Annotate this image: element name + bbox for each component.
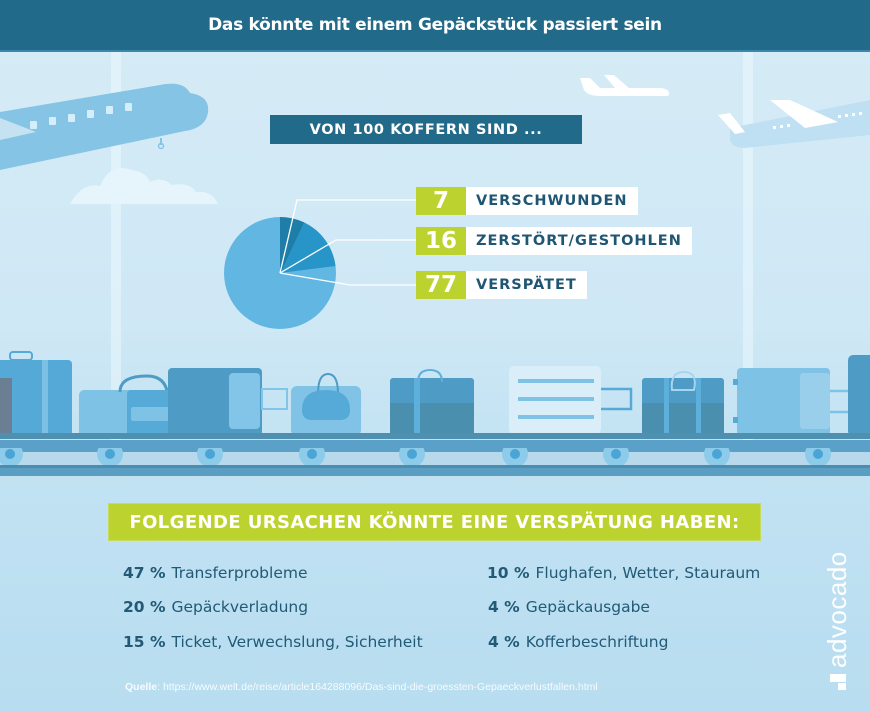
stat-label: VERSCHWUNDEN xyxy=(466,187,638,215)
section-heading-text: FOLGENDE URSACHEN KÖNNTE EINE VERSPÄTUNG… xyxy=(129,511,740,533)
stat-verspaetet: 77 VERSPÄTET xyxy=(416,271,587,299)
stat-value: 7 xyxy=(416,187,466,215)
reason-pct: 4 % xyxy=(488,633,520,651)
reason-text: Transferprobleme xyxy=(171,564,308,582)
section-heading-ursachen: FOLGENDE URSACHEN KÖNNTE EINE VERSPÄTUNG… xyxy=(108,503,761,541)
reason-pct: 20 % xyxy=(123,598,166,616)
stat-value: 16 xyxy=(416,227,466,255)
stat-label: ZERSTÖRT/GESTOHLEN xyxy=(466,227,692,255)
airplane-large-icon xyxy=(0,83,209,170)
reason-text: Gepäckverladung xyxy=(171,598,309,616)
source-url[interactable]: : https://www.welt.de/reise/article16428… xyxy=(157,681,598,693)
reason-item: 10 % Flughafen, Wetter, Stauraum xyxy=(487,564,760,582)
reason-item: 4 % Gepäckausgabe xyxy=(488,598,650,616)
advocado-logo: advocado xyxy=(822,551,853,690)
reason-text: Kofferbeschriftung xyxy=(525,633,669,651)
reason-text: Flughafen, Wetter, Stauraum xyxy=(535,564,761,582)
stat-verschwunden: 7 VERSCHWUNDEN xyxy=(416,187,638,215)
reason-item: 20 % Gepäckverladung xyxy=(123,598,308,616)
reason-pct: 47 % xyxy=(123,564,166,582)
pie-slice-zerstoert xyxy=(280,222,336,273)
logo-mark-icon xyxy=(829,674,846,690)
section-heading-text: VON 100 KOFFERN SIND ... xyxy=(309,121,543,138)
window-pillar xyxy=(743,52,753,472)
stat-label: VERSPÄTET xyxy=(466,271,587,299)
reason-text: Ticket, Verwechslung, Sicherheit xyxy=(171,633,423,651)
pie-chart xyxy=(224,199,416,329)
reason-pct: 10 % xyxy=(487,564,530,582)
reason-text: Gepäckausgabe xyxy=(525,598,650,616)
reason-item: 15 % Ticket, Verwechslung, Sicherheit xyxy=(123,633,423,651)
airplane-right-icon xyxy=(718,100,870,148)
reason-pct: 15 % xyxy=(123,633,166,651)
source-label: Quelle xyxy=(125,681,158,693)
title-bar: Das könnte mit einem Gepäckstück passier… xyxy=(0,0,870,52)
cloud-icon xyxy=(70,168,218,204)
page-title: Das könnte mit einem Gepäckstück passier… xyxy=(208,15,662,35)
luggage-row xyxy=(0,351,870,438)
reason-item: 47 % Transferprobleme xyxy=(123,564,308,582)
stat-value: 77 xyxy=(416,271,466,299)
conveyor-belt xyxy=(0,433,870,476)
section-heading-koffer: VON 100 KOFFERN SIND ... xyxy=(270,115,582,144)
reason-pct: 4 % xyxy=(488,598,520,616)
window-pillar xyxy=(111,52,121,472)
reason-item: 4 % Kofferbeschriftung xyxy=(488,633,668,651)
pie-slice-verschwunden xyxy=(280,217,304,273)
stat-zerstoert: 16 ZERSTÖRT/GESTOHLEN xyxy=(416,227,692,255)
source-citation: Quelle: https://www.welt.de/reise/articl… xyxy=(125,681,598,693)
logo-text: advocado xyxy=(822,551,852,668)
airplane-small-icon xyxy=(580,75,670,96)
